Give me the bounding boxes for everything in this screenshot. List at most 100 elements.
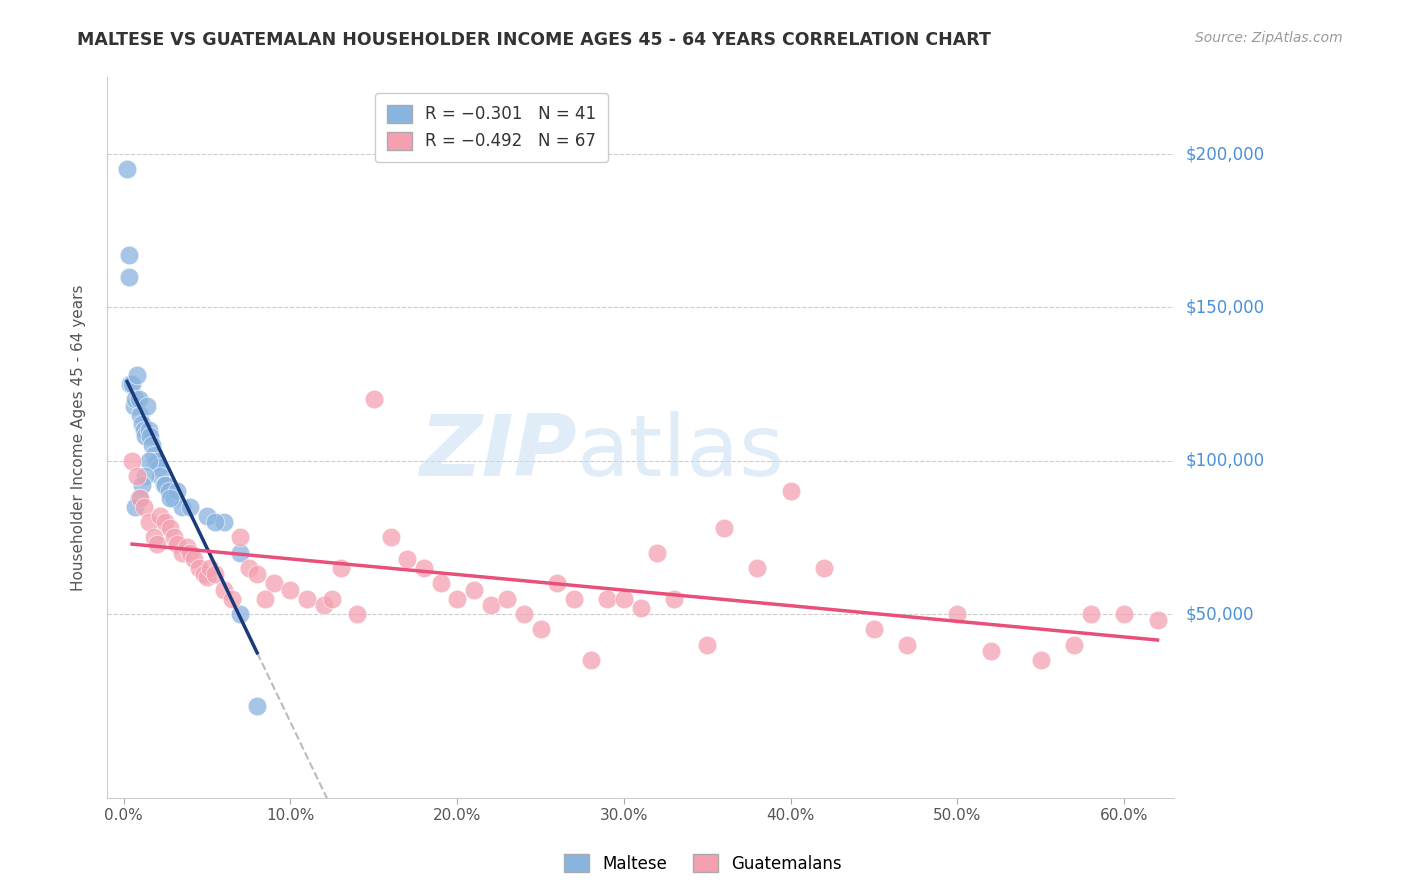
Guatemalans: [127, 469, 149, 483]
Legend: R = −0.301   N = 41, R = −0.492   N = 67: R = −0.301 N = 41, R = −0.492 N = 67: [375, 93, 607, 162]
Guatemalans: [713, 521, 735, 535]
Guatemalans: [863, 623, 886, 637]
Guatemalans: [221, 591, 243, 606]
Maltese: [128, 392, 150, 407]
Guatemalans: [229, 530, 252, 544]
Guatemalans: [312, 598, 335, 612]
Maltese: [134, 429, 156, 443]
Maltese: [155, 478, 177, 492]
Guatemalans: [142, 530, 165, 544]
Maltese: [124, 392, 146, 407]
Maltese: [138, 454, 160, 468]
Guatemalans: [149, 508, 172, 523]
Guatemalans: [146, 536, 169, 550]
Maltese: [246, 699, 269, 714]
Guatemalans: [1080, 607, 1102, 621]
Guatemalans: [747, 561, 769, 575]
Guatemalans: [159, 521, 181, 535]
Guatemalans: [204, 567, 226, 582]
Guatemalans: [479, 598, 502, 612]
Maltese: [115, 162, 138, 177]
Guatemalans: [946, 607, 969, 621]
Maltese: [127, 368, 149, 382]
Maltese: [146, 454, 169, 468]
Maltese: [128, 491, 150, 505]
Guatemalans: [596, 591, 619, 606]
Guatemalans: [263, 576, 285, 591]
Maltese: [134, 469, 156, 483]
Guatemalans: [363, 392, 385, 407]
Text: ZIP: ZIP: [419, 410, 576, 493]
Maltese: [163, 491, 186, 505]
Guatemalans: [1063, 638, 1085, 652]
Maltese: [118, 269, 141, 284]
Guatemalans: [179, 546, 201, 560]
Guatemalans: [647, 546, 669, 560]
Maltese: [159, 491, 181, 505]
Maltese: [149, 469, 172, 483]
Guatemalans: [254, 591, 277, 606]
Guatemalans: [529, 623, 551, 637]
Guatemalans: [630, 601, 652, 615]
Guatemalans: [513, 607, 536, 621]
Text: Source: ZipAtlas.com: Source: ZipAtlas.com: [1195, 31, 1343, 45]
Guatemalans: [396, 552, 419, 566]
Guatemalans: [813, 561, 835, 575]
Guatemalans: [380, 530, 402, 544]
Guatemalans: [193, 567, 215, 582]
Guatemalans: [1029, 653, 1052, 667]
Guatemalans: [429, 576, 451, 591]
Maltese: [121, 377, 143, 392]
Maltese: [172, 500, 194, 514]
Maltese: [141, 438, 163, 452]
Guatemalans: [280, 582, 302, 597]
Maltese: [212, 515, 235, 529]
Guatemalans: [195, 570, 218, 584]
Guatemalans: [546, 576, 568, 591]
Guatemalans: [980, 644, 1002, 658]
Maltese: [131, 478, 153, 492]
Text: $100,000: $100,000: [1185, 451, 1264, 470]
Guatemalans: [329, 561, 352, 575]
Guatemalans: [187, 561, 209, 575]
Maltese: [120, 377, 142, 392]
Y-axis label: Householder Income Ages 45 - 64 years: Householder Income Ages 45 - 64 years: [72, 285, 86, 591]
Maltese: [132, 423, 155, 437]
Guatemalans: [562, 591, 585, 606]
Guatemalans: [662, 591, 685, 606]
Guatemalans: [246, 567, 269, 582]
Maltese: [157, 484, 180, 499]
Maltese: [136, 399, 159, 413]
Guatemalans: [496, 591, 519, 606]
Guatemalans: [200, 561, 222, 575]
Maltese: [142, 448, 165, 462]
Maltese: [118, 248, 141, 262]
Guatemalans: [346, 607, 368, 621]
Guatemalans: [295, 591, 318, 606]
Maltese: [138, 423, 160, 437]
Guatemalans: [212, 582, 235, 597]
Guatemalans: [138, 515, 160, 529]
Guatemalans: [696, 638, 718, 652]
Guatemalans: [613, 591, 636, 606]
Guatemalans: [412, 561, 434, 575]
Guatemalans: [132, 500, 155, 514]
Maltese: [204, 515, 226, 529]
Maltese: [122, 399, 145, 413]
Legend: Maltese, Guatemalans: Maltese, Guatemalans: [558, 847, 848, 880]
Guatemalans: [166, 536, 188, 550]
Text: $50,000: $50,000: [1185, 605, 1254, 624]
Maltese: [229, 607, 252, 621]
Guatemalans: [172, 546, 194, 560]
Maltese: [129, 408, 152, 422]
Maltese: [152, 478, 174, 492]
Guatemalans: [238, 561, 260, 575]
Maltese: [124, 500, 146, 514]
Guatemalans: [446, 591, 468, 606]
Maltese: [195, 508, 218, 523]
Guatemalans: [163, 530, 186, 544]
Guatemalans: [1146, 613, 1168, 627]
Guatemalans: [183, 552, 205, 566]
Maltese: [229, 546, 252, 560]
Guatemalans: [1114, 607, 1136, 621]
